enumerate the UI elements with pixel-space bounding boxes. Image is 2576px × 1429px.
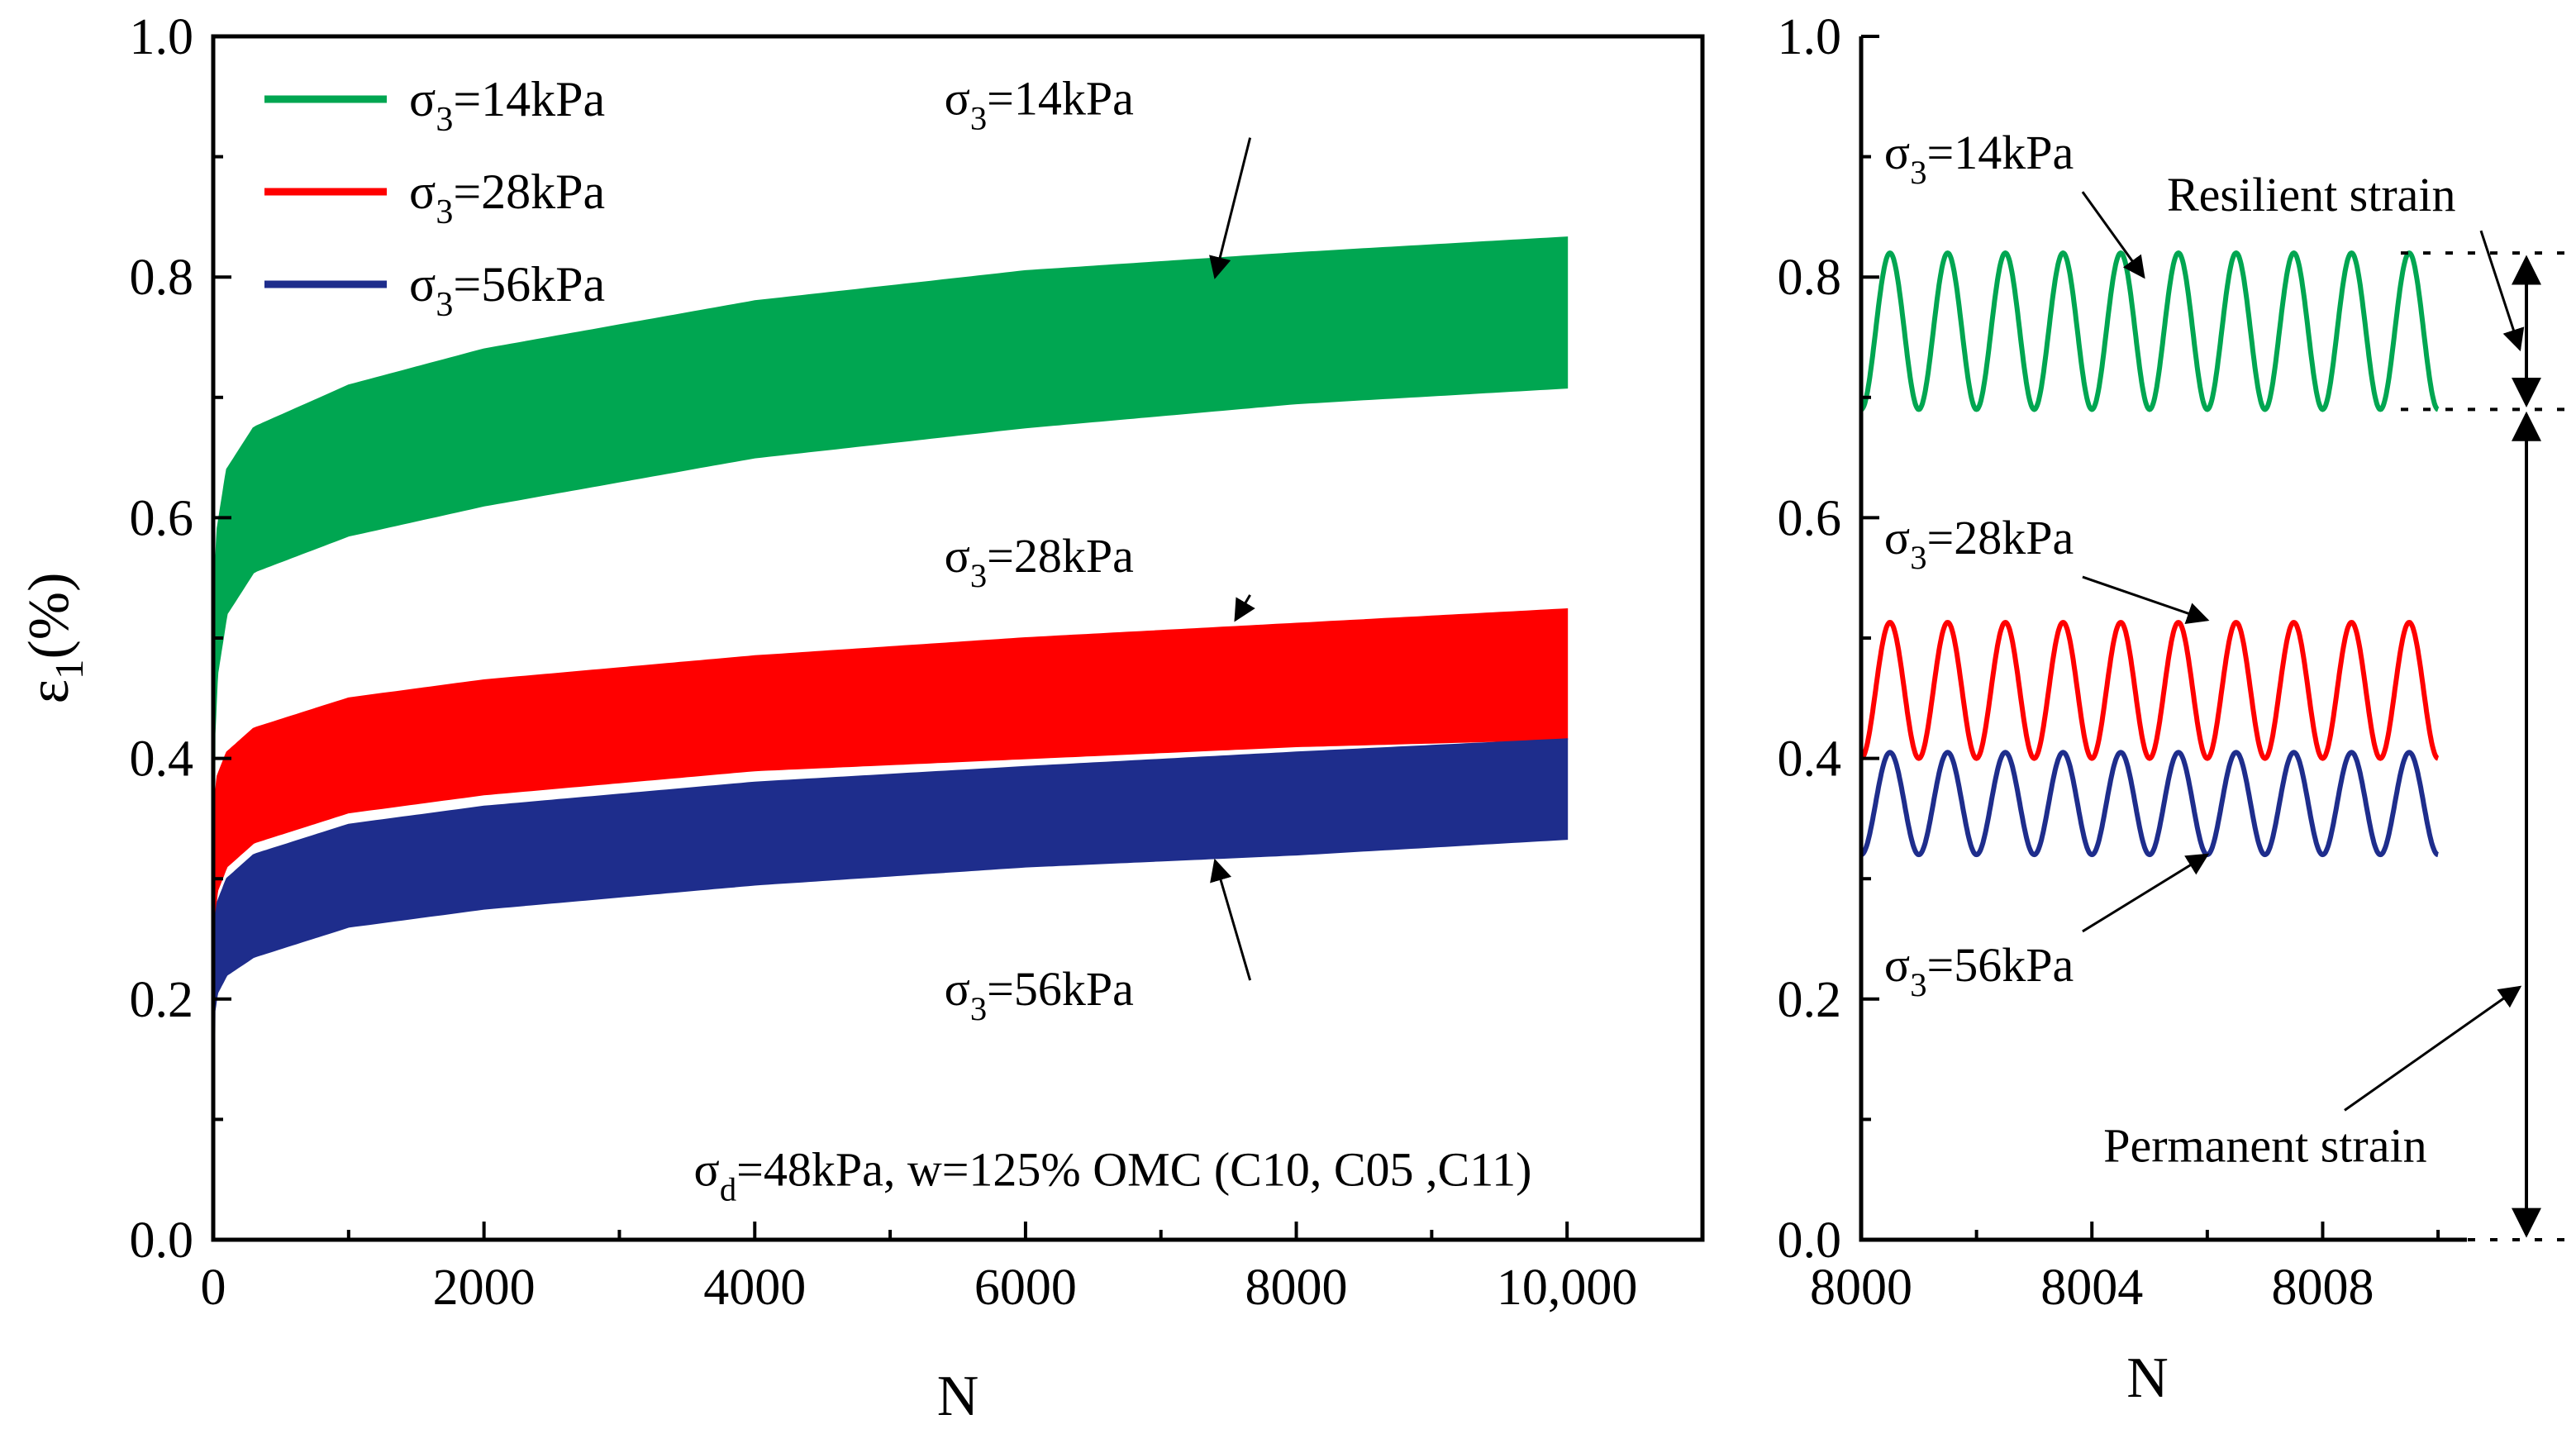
right-x-ticks: 8000 8004 8008 [1810,1222,2440,1316]
y-tick-label: 0.2 [130,972,194,1028]
annotation-label-1: σ3=14kPa [945,72,1134,137]
x-tick-label: 4000 [703,1260,806,1316]
y-tick-label: 0.4 [1778,731,1842,788]
annotation-label-3: σ3=56kPa [945,962,1134,1027]
x-tick-label: 10,000 [1497,1260,1638,1316]
right-panel: 8000 8004 8008 0.0 0.2 0.4 0.6 0.8 1.0 N σ3=14k… [1778,9,2570,1410]
annotation-arrow-5 [2344,985,2522,1112]
strain-band-1 [212,236,1569,1240]
y-tick-label: 0.4 [130,731,194,788]
annotation-label-1: σ3=14kPa [1884,126,2074,191]
reference-levels [2401,251,2570,1241]
left-x-ticks: 0 2000 4000 6000 8000 10,000 [201,1222,1704,1316]
y-tick-label: 0.0 [1778,1212,1842,1269]
left-y-ticks: 0.0 0.2 0.4 0.6 0.8 1.0 [130,9,231,1269]
cycle-line-3 [1860,750,2440,858]
legend-label-3: σ3=56kPa [409,257,605,324]
left-y-axis-title: ε1(%) [17,573,92,704]
right-annotations: σ3=14kPa σ3=28kPa σ3=56kPa Resilient strain… [1884,126,2525,1172]
annotation-arrow-3 [2082,853,2210,933]
y-tick-label: 0.8 [130,250,194,306]
annotation-arrow-3 [1210,858,1252,981]
legend-label-1: σ3=14kPa [409,72,605,139]
left-x-axis-title: N [937,1365,979,1425]
x-tick-label: 0 [201,1260,226,1316]
x-tick-label: 8000 [1810,1260,1912,1316]
cycle-line-1 [1859,250,2440,412]
annotation-label-5: Permanent strain [2103,1118,2426,1172]
annotation-arrow-2 [1234,594,1255,622]
legend: σ3=14kPa σ3=28kPa σ3=56kPa [264,72,605,324]
legend-label-2: σ3=28kPa [409,164,605,231]
y-tick-label: 0.6 [1778,490,1842,546]
annotation-arrow-2 [2082,575,2210,624]
annotation-label-4: Resilient strain [2167,168,2456,221]
cycle-line-2 [1859,620,2440,761]
cycle-lines [1859,250,2440,858]
annotation-arrow-1 [1209,137,1252,279]
right-x-axis-title: N [2126,1346,2169,1410]
left-panel: 0 2000 4000 6000 8000 10,000 0.0 0.2 0.4 0.6 0.8 1… [17,9,1705,1428]
strain-bands [212,236,1569,1240]
strain-band-3 [212,738,1569,1240]
y-tick-label: 1.0 [130,9,194,65]
annotation-label-2: σ3=28kPa [1884,511,2074,576]
y-tick-label: 0.8 [1778,250,1842,306]
x-tick-label: 2000 [433,1260,536,1316]
y-tick-label: 0.2 [1778,972,1842,1028]
x-tick-label: 8008 [2271,1260,2374,1316]
y-tick-label: 1.0 [1778,9,1842,65]
y-tick-label: 0.0 [130,1212,194,1269]
x-tick-label: 8004 [2040,1260,2143,1316]
right-y-ticks: 0.0 0.2 0.4 0.6 0.8 1.0 [1778,9,1879,1269]
x-tick-label: 8000 [1245,1260,1348,1316]
strain-band-2 [212,608,1569,1240]
annotation-label-2: σ3=28kPa [945,529,1134,594]
y-tick-label: 0.6 [130,490,194,546]
annotation-arrow-1 [2081,191,2145,279]
annotation-label-4: σd=48kPa, w=125% OMC (C10, C05 ,C11) [694,1142,1532,1208]
annotation-arrow-4 [2479,230,2525,352]
left-annotations: σ3=14kPa σ3=28kPa σ3=56kPa σd=48kPa, w=125%… [694,72,1532,1208]
x-tick-label: 6000 [974,1260,1077,1316]
annotation-label-3: σ3=56kPa [1884,938,2074,1003]
